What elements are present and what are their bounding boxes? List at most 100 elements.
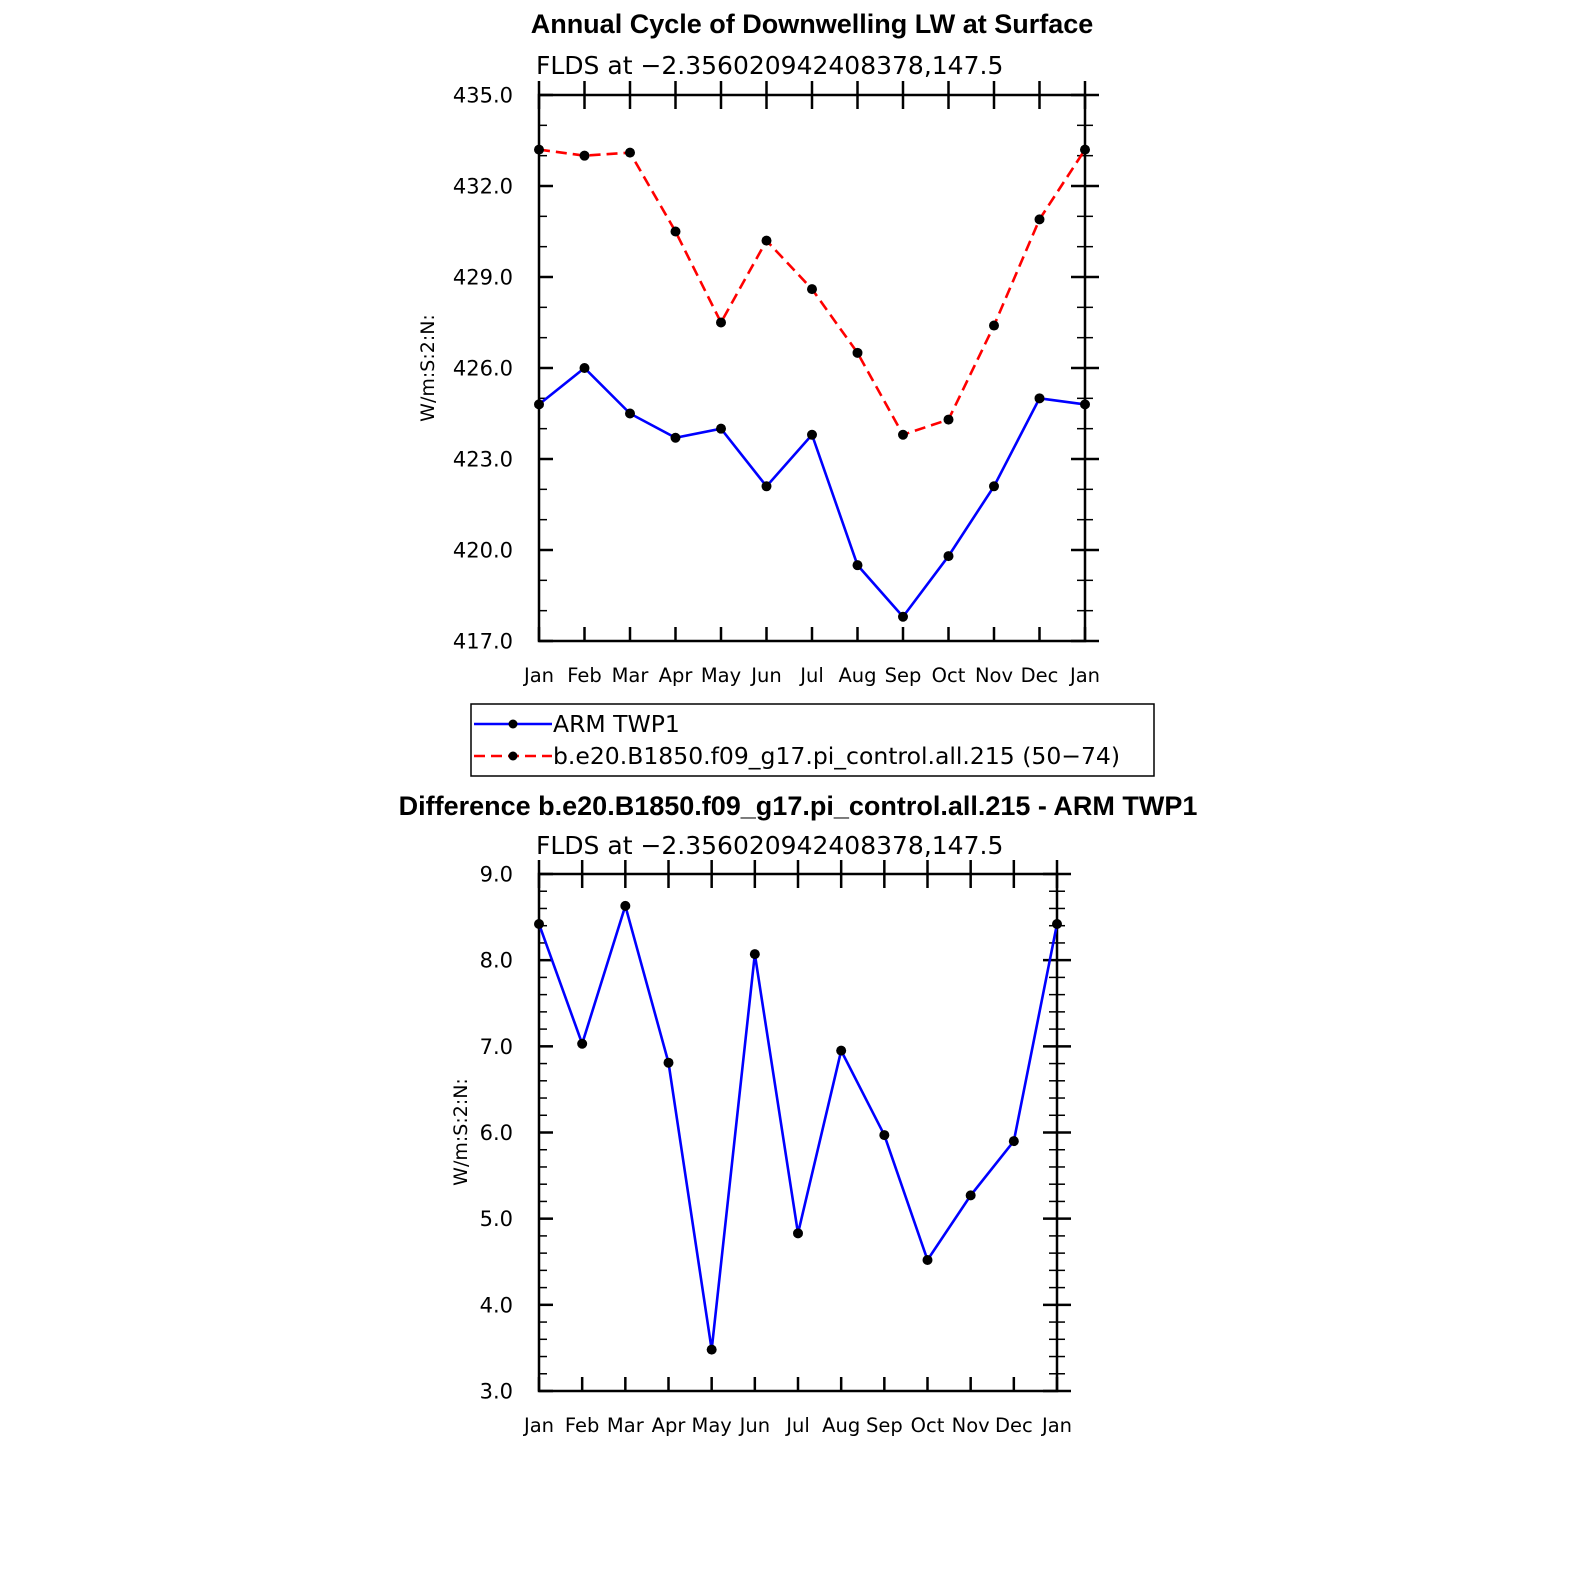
x-tick-label: Jan: [522, 1414, 554, 1437]
data-point: [670, 226, 681, 237]
legend-entry-model: b.e20.B1850.f09_g17.pi_control.all.215 (…: [553, 742, 1120, 770]
x-tick-label: Oct: [911, 1414, 945, 1437]
x-tick-label: Aug: [822, 1414, 860, 1437]
data-point: [625, 408, 635, 419]
x-tick-label: Feb: [565, 1414, 600, 1437]
data-point: [534, 918, 544, 929]
legend-entry-arm: ARM TWP1: [553, 710, 680, 738]
data-point: [1080, 144, 1090, 155]
x-tick-label: Feb: [567, 664, 602, 687]
chart-title: Annual Cycle of Downwelling LW at Surfac…: [531, 9, 1094, 39]
difference-subtitle: FLDS at −2.356020942408378,147.5: [536, 831, 1003, 860]
annual-cycle-panel: Annual Cycle of Downwelling LW at Surfac…: [417, 9, 1100, 687]
data-point: [793, 1228, 803, 1239]
y-tick-labels: 417.0 420.0 423.0 426.0 429.0 432.0 435.0: [453, 84, 513, 654]
data-point: [579, 363, 590, 373]
data-point: [965, 1190, 976, 1201]
series-line-0: [537, 901, 1059, 1350]
data-point: [807, 284, 817, 295]
axes-frame: [537, 93, 1087, 643]
data-point: [706, 1344, 717, 1355]
x-tick-label: Mar: [612, 664, 650, 687]
series-line-0: [538, 366, 1086, 619]
data-point: [922, 1255, 933, 1266]
x-tick-label: May: [692, 1414, 732, 1437]
y-tick-label: 435.0: [453, 84, 513, 108]
y-tick-label: 420.0: [453, 539, 513, 563]
x-tick-label: Jan: [1040, 1414, 1072, 1437]
data-point: [761, 235, 772, 246]
data-point: [716, 423, 726, 434]
data-point: [836, 1045, 847, 1056]
x-tick-label: Sep: [885, 664, 922, 687]
y-tick-label: 8.0: [480, 949, 513, 973]
y-tick-label: 423.0: [453, 448, 513, 472]
x-tick-label: Jul: [798, 664, 824, 687]
axes-frame: [537, 872, 1059, 1393]
data-point: [807, 429, 817, 440]
legend-marker-arm: [508, 719, 518, 729]
y-tick-label: 5.0: [480, 1207, 513, 1231]
x-tick-label: Jun: [749, 664, 781, 687]
data-point: [716, 317, 726, 328]
data-point: [852, 347, 863, 358]
data-point: [989, 320, 999, 331]
difference-x-tick-labels: Jan Feb Mar Apr May Jun Jul Aug Sep Oct Nov Dec Jan: [522, 1414, 1072, 1437]
data-point: [625, 147, 635, 158]
y-tick-label: 6.0: [480, 1121, 513, 1145]
difference-panel: Difference b.e20.B1850.f09_g17.pi_contro…: [399, 791, 1198, 1437]
chart-subtitle: FLDS at −2.356020942408378,147.5: [536, 51, 1003, 80]
x-tick-label: Aug: [838, 664, 876, 687]
data-point: [577, 1038, 588, 1049]
legend-box: [470, 703, 1155, 777]
data-point: [534, 144, 544, 155]
x-tick-labels: Jan Feb Mar Apr May Jun Jul Aug Sep Oct Nov Dec Jan: [522, 664, 1100, 687]
x-tick-label: Sep: [866, 1414, 903, 1437]
x-tick-label: Dec: [995, 1414, 1033, 1437]
x-tick-label: Apr: [659, 664, 694, 687]
x-tick-label: Jun: [738, 1414, 770, 1437]
series-group: [534, 144, 1090, 622]
data-point: [898, 429, 908, 440]
data-point: [989, 481, 999, 492]
data-point: [670, 432, 681, 443]
x-tick-label: Nov: [975, 664, 1013, 687]
x-tick-label: Dec: [1021, 664, 1059, 687]
data-point: [898, 611, 908, 622]
x-tick-label: Jul: [784, 1414, 810, 1437]
x-tick-label: Jan: [522, 664, 554, 687]
data-point: [663, 1057, 674, 1068]
difference-plot-frame: [537, 860, 1071, 1393]
x-tick-label: Apr: [652, 1414, 687, 1437]
data-point: [749, 949, 760, 960]
x-tick-label: Nov: [952, 1414, 990, 1437]
legend: ARM TWP1 b.e20.B1850.f09_g17.pi_control.…: [470, 703, 1155, 777]
legend-marker-model: [508, 751, 518, 761]
data-point: [852, 560, 863, 571]
plot-frame: [537, 81, 1099, 643]
data-point: [1034, 393, 1045, 404]
x-tick-label: Mar: [607, 1414, 645, 1437]
y-tick-label: 417.0: [453, 630, 513, 654]
data-point: [534, 399, 544, 410]
y-tick-label: 3.0: [480, 1380, 513, 1404]
data-point: [943, 414, 954, 425]
x-tick-label: Jan: [1068, 664, 1100, 687]
x-tick-label: Oct: [932, 664, 966, 687]
difference-y-tick-labels: 3.0 4.0 5.0 6.0 7.0 8.0 9.0: [480, 863, 513, 1404]
y-tick-label: 7.0: [480, 1035, 513, 1059]
y-tick-label: 429.0: [453, 266, 513, 290]
difference-series-group: [534, 900, 1062, 1355]
data-point: [943, 551, 954, 562]
data-point: [761, 481, 772, 492]
difference-y-axis-label: W/m:S:2:N:: [450, 1078, 472, 1186]
data-point: [879, 1130, 890, 1141]
y-tick-label: 4.0: [480, 1293, 513, 1317]
y-axis-label: W/m:S:2:N:: [417, 314, 439, 422]
y-tick-label: 426.0: [453, 357, 513, 381]
data-point: [620, 900, 631, 911]
y-tick-label: 432.0: [453, 175, 513, 199]
data-point: [1034, 214, 1045, 225]
difference-title: Difference b.e20.B1850.f09_g17.pi_contro…: [399, 791, 1198, 821]
data-point: [579, 150, 590, 161]
